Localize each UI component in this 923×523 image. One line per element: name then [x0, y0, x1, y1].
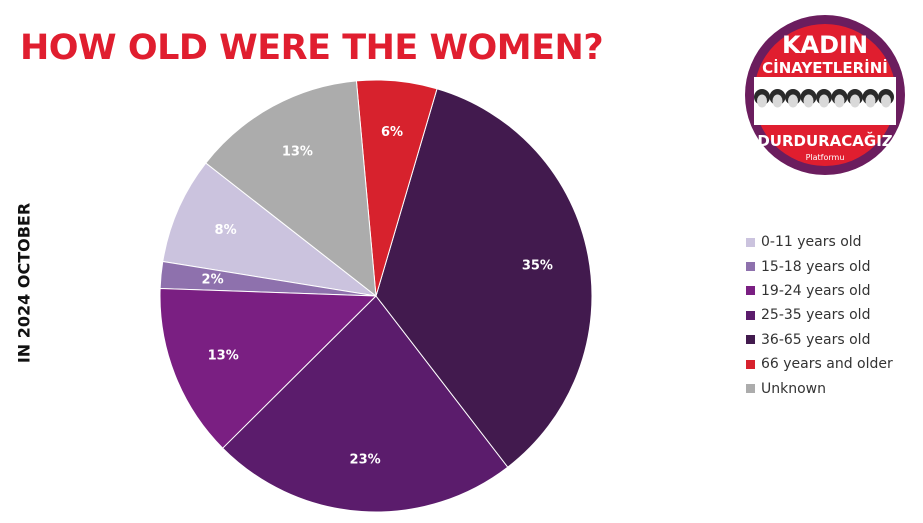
legend-label: 19-24 years old: [761, 282, 871, 299]
legend-swatch: [746, 384, 755, 394]
legend-item-unknown: Unknown: [746, 376, 893, 400]
pie-slice-unknown: [205, 80, 377, 298]
pie-label-19-24-years-old: 13%: [208, 348, 239, 363]
legend-swatch: [746, 262, 755, 272]
logo-portrait-face: [819, 94, 829, 108]
logo-portraits: [754, 89, 894, 108]
legend-swatch: [746, 237, 755, 247]
logo-portrait-face: [803, 94, 814, 108]
pie-slice-36-65-years-old: [375, 88, 593, 468]
logo-line-3: DURDURACAĞIZ: [757, 131, 892, 150]
legend-item-15-18-years-old: 15-18 years old: [746, 254, 893, 278]
logo-portrait-face: [834, 94, 845, 108]
legend-label: 25-35 years old: [761, 307, 871, 324]
legend-swatch: [746, 359, 755, 369]
pie-slice-25-35-years-old: [222, 295, 509, 513]
legend-label: 36-65 years old: [761, 331, 871, 348]
pie-label-15-18-years-old: 2%: [202, 273, 224, 288]
legend-label: 15-18 years old: [761, 258, 871, 275]
legend-label: 0-11 years old: [761, 234, 862, 251]
legend-label: Unknown: [761, 380, 826, 397]
logo-portrait-face: [757, 94, 767, 108]
legend-item-0-11-years-old: 0-11 years old: [746, 230, 893, 254]
legend-item-36-65-years-old: 36-65 years old: [746, 328, 893, 352]
logo-line-1: KADIN: [782, 31, 868, 59]
kadin-cinayetlerini-durduracagiz-logo: KADIN CİNAYETLERİNİ DURDURACAĞIZ Platfor…: [745, 15, 905, 175]
legend-swatch: [746, 286, 755, 296]
chart-title: HOW OLD WERE THE WOMEN?: [20, 28, 604, 68]
pie-label-66-years-and-older: 6%: [381, 125, 403, 140]
logo-line-2: CİNAYETLERİNİ: [762, 58, 888, 77]
pie-label-0-11-years-old: 8%: [215, 223, 237, 238]
logo-portrait-face: [881, 94, 891, 108]
legend-item-66-years-and-older: 66 years and older: [746, 352, 893, 376]
legend-item-19-24-years-old: 19-24 years old: [746, 279, 893, 303]
logo-line-4: Platformu: [806, 153, 845, 162]
logo-portrait-face: [788, 94, 798, 108]
logo-portrait-face: [850, 94, 860, 108]
legend-swatch: [746, 310, 755, 320]
legend-swatch: [746, 335, 755, 345]
logo-portrait-face: [772, 94, 783, 108]
pie-label-unknown: 13%: [282, 144, 313, 159]
pie-slice-0-11-years-old: [162, 162, 377, 297]
legend-item-25-35-years-old: 25-35 years old: [746, 303, 893, 327]
pie-label-36-65-years-old: 35%: [522, 258, 553, 273]
legend: 0-11 years old 15-18 years old 19-24 years…: [746, 230, 893, 401]
legend-label: 66 years and older: [761, 356, 893, 373]
logo-portrait-face: [865, 94, 876, 108]
pie-label-25-35-years-old: 23%: [350, 452, 381, 467]
pie-slice-19-24-years-old: [159, 287, 378, 449]
